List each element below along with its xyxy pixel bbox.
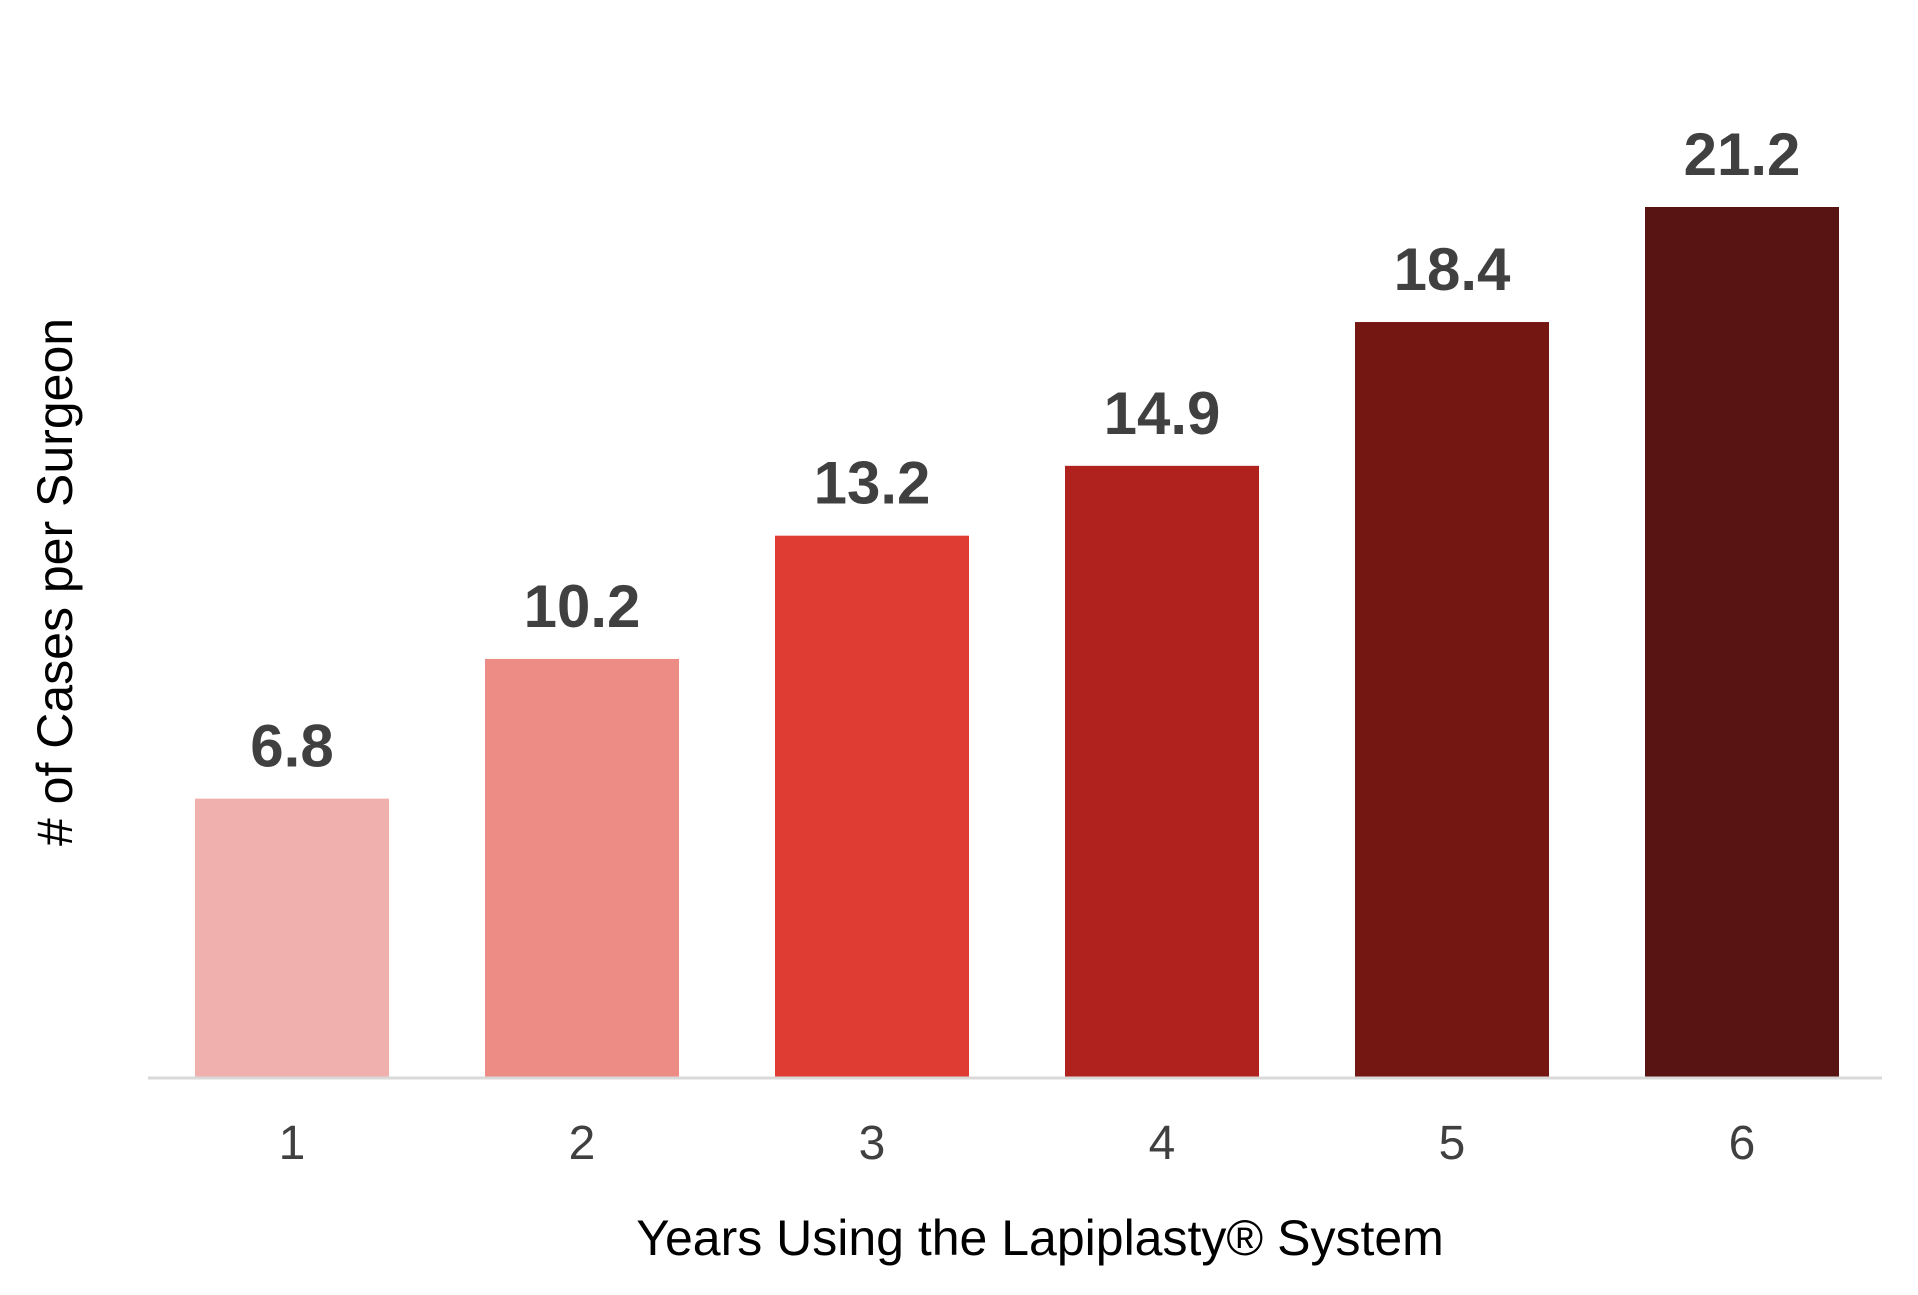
- x-tick-label: 4: [1149, 1117, 1176, 1170]
- x-tick-label: 2: [569, 1117, 596, 1170]
- x-tick-label: 5: [1439, 1117, 1466, 1170]
- value-labels-group: 6.8 10.2 13.2 14.9 18.4 21.2: [250, 121, 1800, 780]
- bar-value-label: 14.9: [1104, 380, 1221, 447]
- x-tick-label: 1: [279, 1117, 306, 1170]
- bar-value-label: 18.4: [1394, 236, 1511, 303]
- bar-value-label: 10.2: [524, 573, 641, 640]
- bar-year-3: [775, 535, 969, 1078]
- bars-group: [195, 207, 1839, 1079]
- bar-year-2: [485, 658, 679, 1078]
- bar-year-5: [1355, 322, 1549, 1079]
- bar-value-label: 21.2: [1684, 121, 1801, 188]
- bar-value-label: 13.2: [814, 450, 931, 517]
- x-tick-label: 6: [1729, 1117, 1756, 1170]
- bar-year-1: [195, 798, 389, 1078]
- bar-value-label: 6.8: [250, 713, 333, 780]
- bar-year-4: [1065, 465, 1259, 1078]
- x-axis-title: Years Using the Lapiplasty® System: [636, 1210, 1444, 1266]
- y-axis-title: # of Cases per Surgeon: [27, 318, 83, 846]
- bar-year-6: [1645, 207, 1839, 1078]
- x-tick-labels-group: 1 2 3 4 5 6: [279, 1117, 1756, 1170]
- x-tick-label: 3: [859, 1117, 886, 1170]
